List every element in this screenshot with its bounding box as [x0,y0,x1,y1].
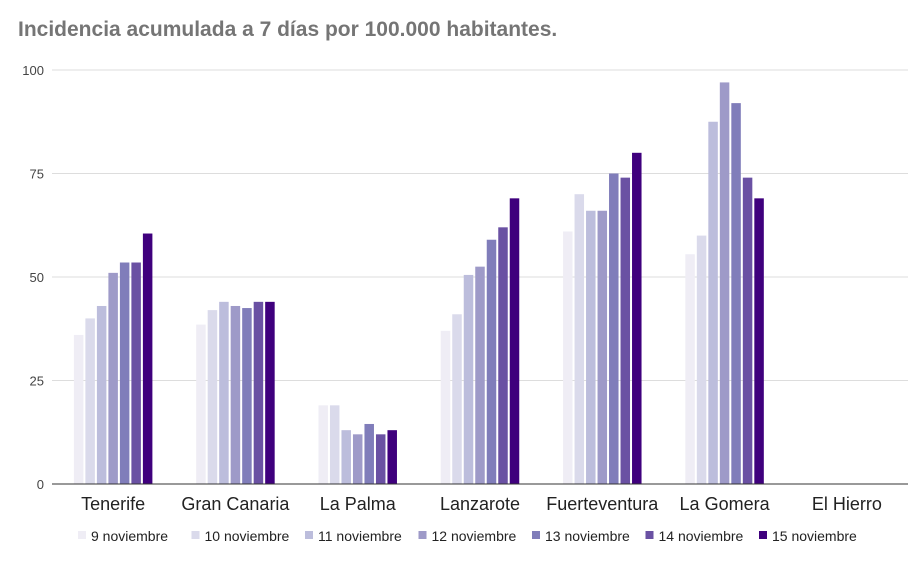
bar [352,434,363,484]
y-tick-label: 25 [30,374,44,389]
bar [452,314,462,484]
chart-title: Incidencia acumulada a 7 días por 100.00… [18,18,558,41]
bar [131,262,141,484]
bar [364,423,374,484]
bar [475,266,485,484]
legend-swatch [418,531,427,539]
bar [387,430,397,484]
bar [742,177,753,484]
bar [685,254,695,484]
legend-swatch [305,531,313,539]
legend-label: 11 noviembre [318,528,402,544]
bar [207,310,218,484]
bar [498,227,508,484]
legend-swatch [532,531,540,539]
bar [265,301,275,484]
category-label: La Palma [320,494,397,514]
bar [620,177,631,484]
bar [341,430,351,484]
bar [708,121,718,484]
category-label: Lanzarote [440,494,520,514]
bar [632,152,642,485]
bar [242,308,252,484]
bar [509,198,520,484]
bar [329,405,340,484]
bar [119,262,130,484]
bar [196,324,206,484]
legend-swatch [78,531,86,539]
category-label: Gran Canaria [181,494,290,514]
legend-label: 15 noviembre [772,528,857,544]
legend-label: 14 noviembre [659,528,744,544]
legend-swatch [191,531,200,539]
y-tick-label: 0 [37,477,44,492]
bar [440,330,451,484]
category-label: La Gomera [680,494,771,514]
legend: 9 noviembre 10 noviembre 11 noviembre 12 no… [78,528,857,544]
bar [563,231,573,484]
bar [73,334,84,484]
bar [574,194,585,484]
bar [230,305,241,484]
bars [73,82,764,485]
legend-label: 10 noviembre [205,528,290,544]
legend-swatch [645,531,654,539]
y-tick-label: 100 [22,63,44,78]
category-label: Tenerife [81,494,145,514]
bar [108,272,118,484]
bar [597,210,608,484]
bar [142,233,153,484]
legend-label: 9 noviembre [91,528,168,544]
bar [375,434,386,484]
y-tick-label: 75 [30,167,44,182]
category-label: El Hierro [812,494,882,514]
y-tick-label: 50 [30,270,44,285]
legend-label: 13 noviembre [545,528,630,544]
category-label: Fuerteventura [546,494,659,514]
bar [486,239,497,484]
bar [719,82,730,485]
bar [96,305,107,484]
bar [696,235,707,484]
bar [85,318,95,484]
legend-label: 12 noviembre [432,528,517,544]
axes: 0 25 50 75 100 Tenerife Gran Canaria La Palma La… [22,63,908,514]
bar [754,198,764,484]
bar [219,301,229,484]
bar [253,301,264,484]
bar [318,405,328,484]
bar [731,103,741,485]
bar [586,210,596,484]
legend-swatch [759,531,767,539]
bar [609,173,619,484]
bar [463,274,474,484]
